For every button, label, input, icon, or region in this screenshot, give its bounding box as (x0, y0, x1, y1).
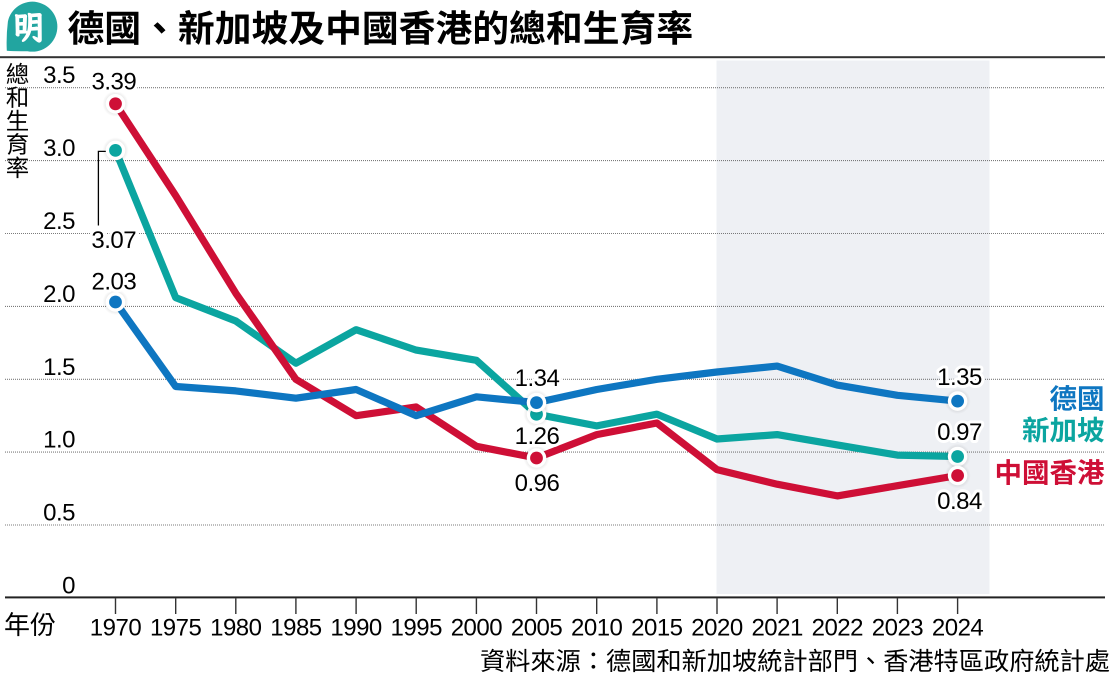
svg-text:0.97: 0.97 (937, 419, 982, 446)
svg-text:1990: 1990 (330, 615, 382, 642)
svg-text:1995: 1995 (391, 615, 443, 642)
svg-text:2022: 2022 (812, 615, 864, 642)
svg-text:3.0: 3.0 (43, 135, 75, 162)
svg-text:0.96: 0.96 (515, 470, 560, 497)
svg-text:0.84: 0.84 (937, 488, 982, 515)
svg-text:2024: 2024 (932, 615, 984, 642)
svg-text:1.26: 1.26 (515, 423, 560, 450)
svg-text:2020: 2020 (691, 615, 743, 642)
svg-text:1980: 1980 (210, 615, 262, 642)
svg-text:2.0: 2.0 (43, 281, 75, 308)
svg-text:2021: 2021 (751, 615, 803, 642)
svg-text:2023: 2023 (872, 615, 924, 642)
svg-text:1985: 1985 (270, 615, 322, 642)
svg-text:2.03: 2.03 (92, 269, 137, 296)
svg-text:1970: 1970 (90, 615, 142, 642)
svg-text:1.5: 1.5 (43, 354, 75, 381)
svg-text:2000: 2000 (451, 615, 503, 642)
svg-text:1.35: 1.35 (937, 364, 982, 391)
svg-text:2015: 2015 (631, 615, 683, 642)
svg-text:0: 0 (62, 572, 75, 599)
svg-text:2010: 2010 (571, 615, 623, 642)
svg-text:3.07: 3.07 (91, 227, 136, 254)
svg-text:3.5: 3.5 (43, 62, 75, 89)
svg-text:0.5: 0.5 (43, 500, 75, 527)
svg-text:1.0: 1.0 (43, 427, 75, 454)
svg-text:2.5: 2.5 (43, 208, 75, 235)
svg-text:2005: 2005 (511, 615, 563, 642)
svg-text:1975: 1975 (150, 615, 202, 642)
svg-text:3.39: 3.39 (92, 69, 137, 96)
svg-text:1.34: 1.34 (515, 365, 560, 392)
